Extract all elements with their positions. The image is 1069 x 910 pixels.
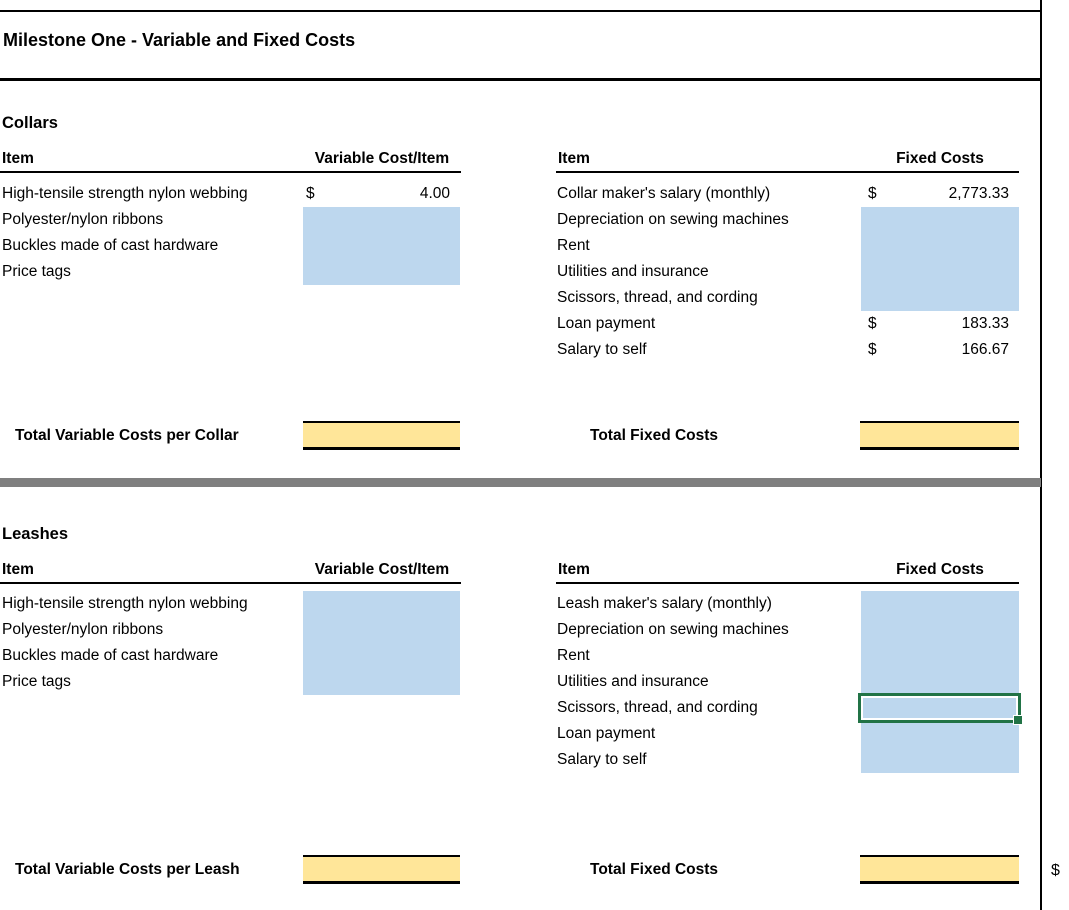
leashes-fixed-item-header[interactable]: Item [558,561,590,578]
item-label[interactable]: Utilities and insurance [557,673,709,690]
collars-section-heading[interactable]: Collars [2,114,58,132]
currency-symbol: $ [306,185,315,202]
table-row[interactable]: Loan payment $ 183.33 [556,311,1019,337]
table-row[interactable]: Utilities and insurance [556,669,1019,695]
table-row[interactable]: High-tensile strength nylon webbing $ 4.… [0,181,461,207]
item-label[interactable]: Polyester/nylon ribbons [2,211,164,228]
right-border-line [1040,0,1042,910]
table-row[interactable]: Scissors, thread, and cording [556,695,1019,721]
item-label[interactable]: Rent [557,237,590,254]
currency-symbol: $ [868,315,877,332]
table-row[interactable]: Leash maker's salary (monthly) [556,591,1019,617]
item-label[interactable]: Collar maker's salary (monthly) [557,185,771,202]
collars-variable-total-label[interactable]: Total Variable Costs per Collar [15,427,239,444]
table-row[interactable]: Polyester/nylon ribbons [0,617,461,643]
table-row[interactable]: Utilities and insurance [556,259,1019,285]
leashes-variable-cost-header[interactable]: Variable Cost/Item [314,561,450,578]
table-row[interactable]: High-tensile strength nylon webbing [0,591,461,617]
item-label[interactable]: Buckles made of cast hardware [2,237,219,254]
item-label[interactable]: Price tags [2,263,71,280]
collars-fixed-total-label[interactable]: Total Fixed Costs [590,427,719,444]
leashes-variable-input-cells[interactable] [303,591,460,695]
table-row[interactable]: Price tags [0,669,461,695]
leashes-variable-total-cell[interactable] [303,855,460,884]
table-row[interactable]: Depreciation on sewing machines [556,617,1019,643]
item-label[interactable]: Leash maker's salary (monthly) [557,595,772,612]
currency-symbol: $ [868,185,877,202]
table-row[interactable]: Depreciation on sewing machines [556,207,1019,233]
collars-variable-header-underline [0,171,461,173]
table-row[interactable]: Price tags [0,259,461,285]
item-label[interactable]: Utilities and insurance [557,263,709,280]
fill-handle[interactable] [1013,715,1023,725]
item-label[interactable]: Scissors, thread, and cording [557,699,758,716]
cost-value[interactable]: 166.67 [961,341,1009,358]
top-border-line [0,10,1041,12]
table-row[interactable]: Rent [556,643,1019,669]
cost-value[interactable]: 183.33 [961,315,1009,332]
collars-variable-input-cells[interactable] [303,207,460,285]
item-label[interactable]: Price tags [2,673,71,690]
collars-fixed-input-cells[interactable] [861,207,1019,311]
item-label[interactable]: High-tensile strength nylon webbing [2,595,248,612]
leashes-fixed-total-cell[interactable] [860,855,1019,884]
table-row[interactable]: Scissors, thread, and cording [556,285,1019,311]
item-label[interactable]: Rent [557,647,590,664]
table-row[interactable]: Salary to self [556,747,1019,773]
selected-cell[interactable] [858,693,1023,725]
leashes-variable-item-header[interactable]: Item [2,561,34,578]
collars-variable-item-header[interactable]: Item [2,150,34,167]
item-label[interactable]: Depreciation on sewing machines [557,621,789,638]
title-underline [0,78,1041,81]
table-row[interactable]: Polyester/nylon ribbons [0,207,461,233]
leashes-fixed-cost-header[interactable]: Fixed Costs [896,561,984,578]
leashes-fixed-header-underline [556,582,1019,584]
cost-value[interactable]: 2,773.33 [948,185,1009,202]
collars-variable-total-cell[interactable] [303,421,460,450]
page-title: Milestone One - Variable and Fixed Costs [3,30,356,50]
table-row[interactable]: Buckles made of cast hardware [0,233,461,259]
table-row[interactable]: Buckles made of cast hardware [0,643,461,669]
leashes-variable-header-underline [0,582,461,584]
leashes-fixed-input-cells-upper[interactable] [861,591,1019,695]
item-label[interactable]: Loan payment [557,725,656,742]
collars-fixed-header-underline [556,171,1019,173]
item-label[interactable]: Polyester/nylon ribbons [2,621,164,638]
table-row[interactable]: Loan payment [556,721,1019,747]
leashes-fixed-total-label[interactable]: Total Fixed Costs [590,861,719,878]
overflow-currency-symbol[interactable]: $ [1051,862,1060,879]
section-divider-bar [0,478,1041,487]
table-row[interactable]: Collar maker's salary (monthly) $ 2,773.… [556,181,1019,207]
collars-variable-cost-header[interactable]: Variable Cost/Item [314,150,450,167]
item-label[interactable]: Salary to self [557,341,647,358]
item-label[interactable]: Depreciation on sewing machines [557,211,789,228]
collars-fixed-cost-header[interactable]: Fixed Costs [896,150,984,167]
leashes-variable-total-label[interactable]: Total Variable Costs per Leash [15,861,240,878]
leashes-fixed-input-cells-lower[interactable] [861,723,1019,773]
leashes-section-heading[interactable]: Leashes [2,525,69,543]
item-label[interactable]: High-tensile strength nylon webbing [2,185,248,202]
collars-fixed-item-header[interactable]: Item [558,150,590,167]
collars-fixed-total-cell[interactable] [860,421,1019,450]
currency-symbol: $ [868,341,877,358]
item-label[interactable]: Buckles made of cast hardware [2,647,219,664]
table-row[interactable]: Rent [556,233,1019,259]
item-label[interactable]: Loan payment [557,315,656,332]
item-label[interactable]: Scissors, thread, and cording [557,289,758,306]
item-label[interactable]: Salary to self [557,751,647,768]
table-row[interactable]: Salary to self $ 166.67 [556,337,1019,363]
cost-value[interactable]: 4.00 [419,185,450,202]
